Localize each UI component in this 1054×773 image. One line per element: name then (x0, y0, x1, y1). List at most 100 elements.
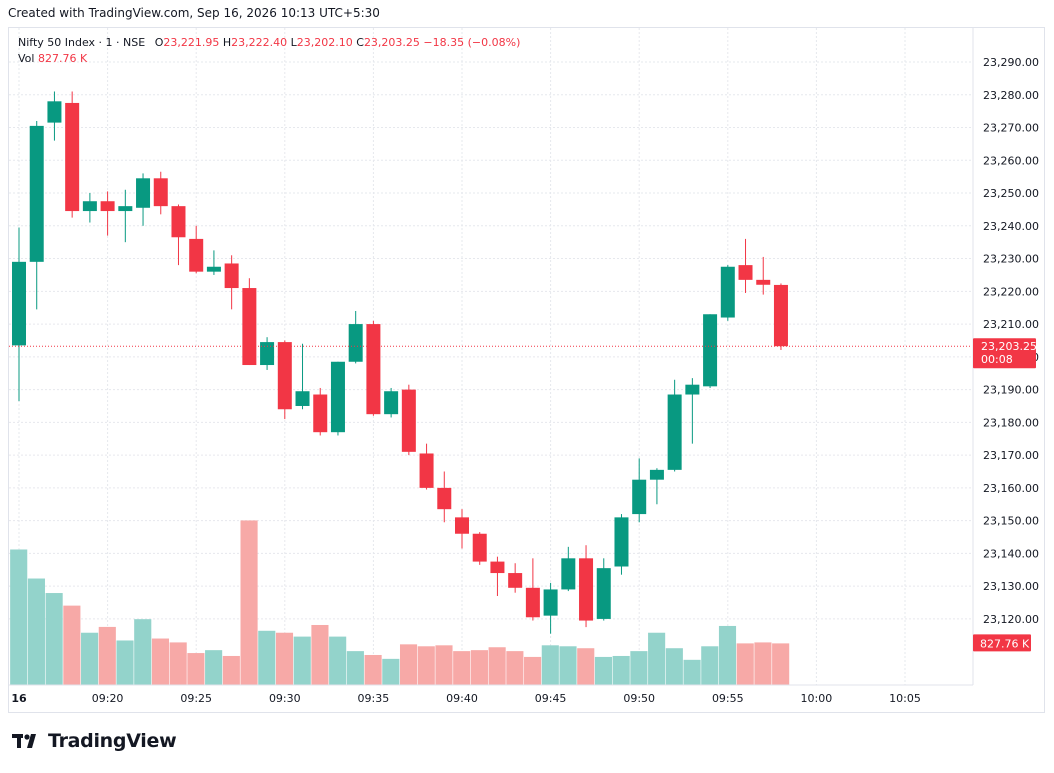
candle-body (206, 266, 221, 272)
candle[interactable] (685, 378, 700, 444)
volume-bar (630, 651, 648, 685)
candle[interactable] (189, 225, 204, 274)
axes: 23,120.00 23,130.00 23,140.00 23,150.00 23,1… (9, 28, 1039, 705)
tradingview-logo-icon[interactable] (12, 732, 42, 750)
candle[interactable] (401, 384, 416, 456)
candle-body (100, 201, 115, 212)
chart-legend: Nifty 50 Index · 1 · NSE O23,221.95 H23,… (18, 35, 520, 67)
candle[interactable] (171, 204, 186, 266)
candle[interactable] (260, 337, 275, 370)
candle[interactable] (65, 91, 80, 218)
candle[interactable] (579, 545, 594, 628)
candle[interactable] (136, 173, 151, 226)
candle[interactable] (525, 558, 540, 621)
volume-value: 827.76 K (37, 52, 88, 65)
candle[interactable] (614, 514, 629, 575)
price-tick-label: 23,130.00 (983, 580, 1039, 593)
candle[interactable] (242, 278, 257, 366)
candle-body (472, 533, 487, 562)
open-value: 23,221.95 (163, 36, 220, 49)
candle[interactable] (773, 283, 788, 350)
price-tick-label: 23,220.00 (983, 285, 1039, 298)
candle-body (224, 263, 239, 289)
time-tick-label: 09:30 (269, 692, 301, 705)
candle[interactable] (330, 361, 345, 436)
volume-bar (701, 646, 719, 685)
legend-ohlc-row: Nifty 50 Index · 1 · NSE O23,221.95 H23,… (18, 35, 520, 51)
candle-body (437, 487, 452, 510)
candle[interactable] (455, 509, 469, 549)
low-label: L (290, 36, 297, 49)
time-tick-label: 09:25 (180, 692, 212, 705)
volume-bar (293, 636, 311, 685)
candles[interactable] (12, 91, 788, 634)
candle[interactable] (100, 191, 115, 236)
candle[interactable] (490, 556, 505, 596)
candle-body (260, 342, 275, 366)
time-tick-label: 09:35 (358, 692, 390, 705)
candle[interactable] (649, 468, 664, 505)
candle[interactable] (47, 91, 62, 141)
candle-body (685, 384, 700, 395)
candle[interactable] (153, 171, 168, 215)
symbol-name[interactable]: Nifty 50 Index · 1 · NSE (18, 36, 146, 49)
candle[interactable] (224, 255, 239, 310)
candle[interactable] (667, 379, 682, 472)
volume-bar (736, 643, 754, 685)
candle[interactable] (437, 471, 452, 523)
last-price-badge (973, 338, 1036, 369)
candle-body (82, 201, 97, 212)
candle[interactable] (561, 546, 576, 592)
price-tick-label: 23,140.00 (983, 547, 1039, 560)
volume-bar (541, 645, 559, 685)
candle[interactable] (277, 340, 292, 420)
candle[interactable] (508, 563, 523, 593)
candle[interactable] (366, 320, 381, 416)
candle[interactable] (632, 458, 647, 523)
candle-body (242, 288, 257, 366)
price-tick-label: 23,210.00 (983, 318, 1039, 331)
candle[interactable] (82, 193, 97, 223)
candle[interactable] (384, 387, 399, 418)
candle[interactable] (295, 343, 310, 410)
candle[interactable] (472, 532, 487, 565)
candle-body (525, 587, 540, 618)
candle-body (632, 479, 647, 515)
candle-body (773, 284, 788, 347)
volume-bar (453, 651, 471, 685)
price-tick-label: 23,250.00 (983, 187, 1039, 200)
candle[interactable] (738, 238, 753, 293)
candle[interactable] (720, 265, 735, 321)
candle[interactable] (118, 189, 133, 243)
volume-bar (577, 648, 595, 685)
candle[interactable] (703, 314, 718, 388)
candle[interactable] (348, 310, 363, 364)
candle-body (277, 342, 292, 410)
candle-body (118, 206, 133, 212)
tradingview-wordmark[interactable]: TradingView (48, 730, 177, 752)
candle[interactable] (596, 558, 611, 621)
volume-bar (594, 656, 613, 685)
volume-bar (151, 638, 170, 685)
candle[interactable] (543, 582, 558, 634)
candle[interactable] (29, 120, 44, 310)
candle[interactable] (206, 250, 221, 275)
volume-bar (116, 640, 134, 685)
candle-body (649, 469, 664, 480)
volume-bar (187, 653, 205, 685)
price-tick-label: 23,150.00 (983, 515, 1039, 528)
volume-bar (665, 648, 683, 685)
candle[interactable] (756, 256, 771, 295)
volume-label: Vol (18, 52, 35, 65)
volume-bar (63, 605, 81, 685)
volume-bar (346, 651, 364, 685)
time-tick-label: 10:00 (801, 692, 833, 705)
candle[interactable] (12, 227, 26, 402)
candle-body (667, 394, 682, 470)
price-tick-label: 23,160.00 (983, 482, 1039, 495)
candle[interactable] (313, 387, 328, 436)
candle[interactable] (419, 443, 434, 490)
volume-bar (524, 656, 542, 685)
candle-body (330, 361, 345, 433)
